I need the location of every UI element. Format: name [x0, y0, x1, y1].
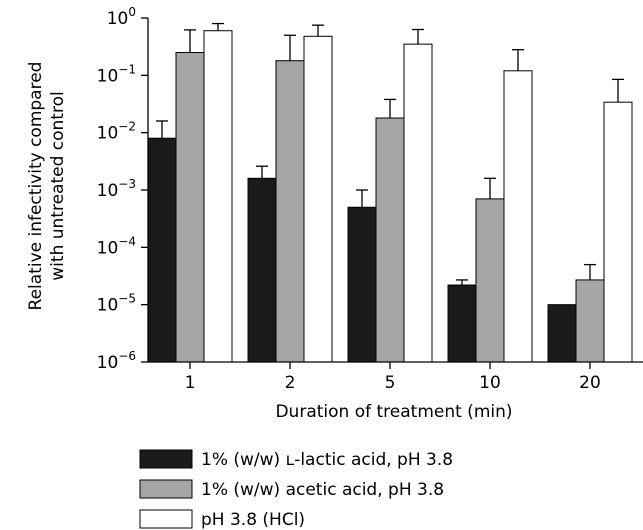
legend-swatch-1	[139, 479, 193, 499]
y-tick-label-6: 10−6	[97, 349, 136, 373]
bar-s0-c1	[247, 177, 277, 363]
y-tick-label-2: 10−2	[97, 120, 136, 144]
y-axis-labels: 100 10−1 10−2 10−3 10−4 10−5 10−6	[97, 5, 136, 373]
y-tick-label-4: 10−4	[97, 234, 136, 258]
bar-s1-c0	[175, 52, 205, 363]
x-axis-labels: 1 2 5 10 20	[185, 373, 601, 393]
y-tick-label-5: 10−5	[97, 292, 136, 316]
bar-s1-c3	[475, 198, 505, 363]
legend-swatch-0	[139, 449, 193, 469]
bar-s2-c2	[403, 43, 433, 363]
x-tick-label-0: 1	[185, 373, 196, 393]
legend-label-1: 1% (w/w) acetic acid, pH 3.8	[201, 480, 444, 500]
x-tick-label-1: 2	[285, 373, 296, 393]
axes	[141, 17, 643, 369]
x-axis-title: Duration of treatment (min)	[275, 402, 512, 422]
bar-s2-c4	[603, 101, 633, 363]
legend-label-2: pH 3.8 (HCl)	[201, 510, 305, 530]
bar-s0-c4	[547, 304, 577, 363]
legend: 1% (w/w) ʟ-lactic acid, pH 3.8 1% (w/w) a…	[139, 449, 453, 530]
y-axis-title-line-2: with untreated control	[48, 91, 68, 280]
bar-s0-c2	[347, 206, 377, 363]
bar-s1-c1	[275, 60, 305, 363]
bar-s1-c2	[375, 117, 405, 363]
x-tick-label-2: 5	[385, 373, 396, 393]
legend-swatch-2	[139, 509, 193, 529]
x-tick-label-4: 20	[579, 373, 601, 393]
bar-s2-c0	[203, 30, 233, 363]
x-tick-label-3: 10	[479, 373, 501, 393]
y-axis-title-line-1: Relative infectivity compared	[26, 62, 46, 311]
y-tick-label-0: 100	[107, 5, 136, 29]
bar-s0-c3	[447, 284, 477, 363]
bar-s0-c0	[147, 137, 177, 363]
bar-s1-c4	[575, 279, 605, 363]
legend-label-0: 1% (w/w) ʟ-lactic acid, pH 3.8	[201, 450, 453, 470]
bars	[147, 22, 633, 363]
bar-s2-c1	[303, 35, 333, 363]
y-tick-label-1: 10−1	[97, 62, 136, 86]
y-tick-label-3: 10−3	[97, 177, 136, 201]
bar-s2-c3	[503, 70, 533, 363]
